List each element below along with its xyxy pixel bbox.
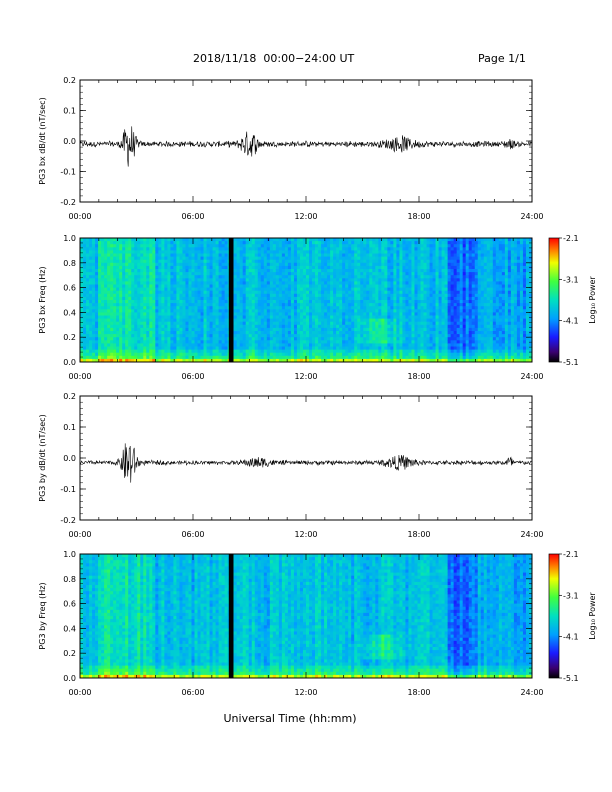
y-tick-label: 0.0: [63, 454, 76, 463]
x-tick-label: 06:00: [181, 688, 204, 697]
y-tick-label: 0.6: [63, 284, 76, 293]
data-gap: [228, 238, 234, 362]
y-tick-label: 0.2: [63, 333, 76, 342]
y-tick-label: 0.0: [63, 358, 76, 367]
plot-frame: [79, 395, 533, 521]
plot-frame: [79, 79, 533, 203]
x-tick-label: 06:00: [181, 530, 204, 539]
y-tick-label: 0.0: [63, 137, 76, 146]
y-tick-label: 0.4: [63, 624, 76, 633]
y-tick-label: 0.8: [63, 259, 76, 268]
x-tick-label: 06:00: [181, 212, 204, 221]
x-tick-label: 24:00: [520, 372, 543, 381]
y-tick-label: 0.0: [63, 674, 76, 683]
y-tick-label: -0.2: [60, 198, 76, 207]
waveform-series: [79, 126, 533, 167]
x-tick-label: 18:00: [407, 212, 430, 221]
spectrogram-cells: [80, 238, 533, 363]
figure-title: 2018/11/18 00:00−24:00 UT: [193, 52, 355, 65]
colorbar-tick-label: -2.1: [563, 234, 579, 243]
x-tick-label: 00:00: [68, 212, 91, 221]
y-tick-label: -0.1: [60, 485, 76, 494]
x-axis-label: Universal Time (hh:mm): [224, 712, 357, 725]
x-tick-label: 18:00: [407, 688, 430, 697]
spectrogram-cells: [80, 554, 533, 679]
colorbar-2: -2.1 -3.1 -4.1 -5.1 Log₁₀ Power: [548, 234, 597, 367]
colorbar-gradient: [548, 553, 560, 679]
colorbar-label: Log₁₀ Power: [588, 592, 597, 640]
colorbar-tick-label: -3.1: [563, 591, 579, 600]
x-tick-label: 00:00: [68, 372, 91, 381]
y-tick-label: 0.4: [63, 308, 76, 317]
spectrogram-panel-4: 00:00 06:00 12:00 18:00 24:00 1.0 0.8 0.6 0.4 0.2…: [38, 550, 544, 697]
data-gap: [228, 554, 234, 678]
y-tick-label: 1.0: [63, 550, 76, 559]
x-tick-label: 24:00: [520, 688, 543, 697]
x-tick-label: 18:00: [407, 530, 430, 539]
y-tick-label: 0.2: [63, 392, 76, 401]
y-tick-label: 0.1: [63, 423, 76, 432]
y-tick-label: 0.1: [63, 107, 76, 116]
y-tick-label: 1.0: [63, 234, 76, 243]
x-tick-label: 12:00: [294, 530, 317, 539]
colorbar-tick-label: -4.1: [563, 633, 579, 642]
spectrogram-panel-2: 00:00 06:00 12:00 18:00 24:00 1.0 0.8 0.6 0.4 0.2…: [38, 234, 544, 381]
y-tick-label: 0.6: [63, 600, 76, 609]
time-series-panel-1: 00:00 06:00 12:00 18:00 24:00 0.2 0.1 0.0 -0.1 -0…: [38, 76, 544, 221]
colorbar-tick-label: -3.1: [563, 275, 579, 284]
colorbar-gradient: [548, 237, 560, 363]
y-tick-label: -0.2: [60, 516, 76, 525]
y-tick-label: 0.8: [63, 575, 76, 584]
y-tick-label: -0.1: [60, 168, 76, 177]
x-tick-label: 24:00: [520, 212, 543, 221]
waveform-series: [79, 443, 533, 483]
colorbar-tick-label: -4.1: [563, 317, 579, 326]
x-tick-label: 18:00: [407, 372, 430, 381]
x-tick-label: 24:00: [520, 530, 543, 539]
y-tick-label: 0.2: [63, 76, 76, 85]
colorbar-4: -2.1 -3.1 -4.1 -5.1 Log₁₀ Power: [548, 550, 597, 683]
colorbar-tick-label: -5.1: [563, 674, 579, 683]
plot-frame: [79, 553, 533, 679]
y-axis-label: PG3 by Freq (Hz): [38, 582, 47, 649]
x-tick-label: 12:00: [294, 212, 317, 221]
time-series-panel-3: 00:00 06:00 12:00 18:00 24:00 0.2 0.1 0.0 -0.1 -0…: [38, 392, 544, 539]
x-tick-label: 12:00: [294, 372, 317, 381]
x-tick-label: 00:00: [68, 530, 91, 539]
y-axis-label: PG3 bx Freq (Hz): [38, 266, 47, 333]
colorbar-tick-label: -5.1: [563, 358, 579, 367]
plot-frame: [79, 237, 533, 363]
y-axis-label: PG3 by dB/dt (nT/sec): [38, 414, 47, 501]
x-tick-label: 00:00: [68, 688, 91, 697]
page-number: Page 1/1: [478, 52, 526, 65]
colorbar-tick-label: -2.1: [563, 550, 579, 559]
x-tick-label: 06:00: [181, 372, 204, 381]
y-axis-label: PG3 bx dB/dt (nT/sec): [38, 97, 47, 184]
colorbar-label: Log₁₀ Power: [588, 276, 597, 324]
x-tick-label: 12:00: [294, 688, 317, 697]
y-tick-label: 0.2: [63, 649, 76, 658]
